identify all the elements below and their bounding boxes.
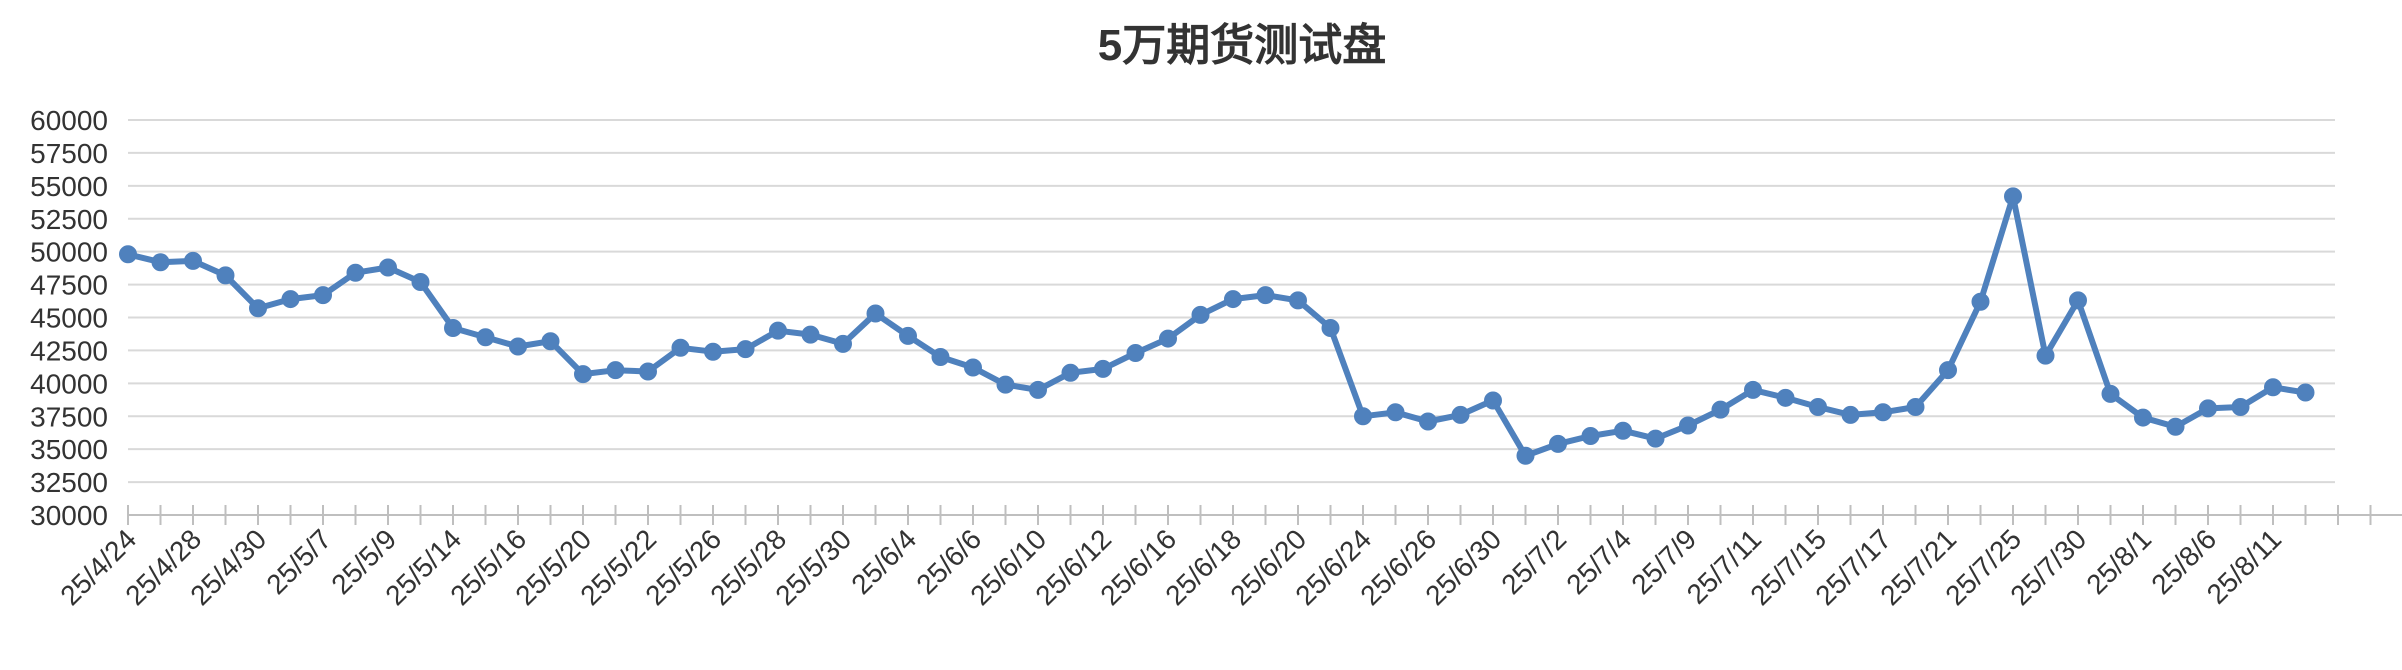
data-point: [866, 304, 885, 323]
data-point: [769, 321, 787, 340]
data-point: [1029, 380, 1047, 399]
data-point: [476, 328, 495, 347]
data-point: [2264, 378, 2282, 397]
data-point: [996, 375, 1015, 394]
data-point: [314, 286, 332, 305]
data-point: [1711, 400, 1730, 419]
x-tick-label: 25/5/7: [260, 523, 337, 600]
data-point: [1939, 361, 1957, 380]
data-point: [2004, 187, 2022, 206]
x-tick-label: 25/6/4: [845, 523, 922, 600]
data-point: [2036, 346, 2055, 365]
data-point: [1841, 405, 1860, 424]
y-tick-label: 60000: [30, 105, 108, 136]
data-point: [1289, 291, 1307, 310]
axes: [127, 505, 2402, 525]
y-tick-label: 40000: [30, 368, 108, 399]
data-point: [639, 362, 657, 381]
y-tick-label: 32500: [30, 467, 108, 498]
data-point: [1256, 286, 1275, 305]
data-point: [1386, 403, 1405, 422]
data-point: [1159, 329, 1177, 348]
data-point: [1451, 405, 1470, 424]
data-point: [1874, 403, 1892, 422]
y-tick-label: 50000: [30, 237, 108, 268]
grid-lines: [128, 119, 2335, 484]
data-point: [249, 299, 267, 318]
x-axis-tick-labels: 25/4/2425/4/2825/4/3025/5/725/5/925/5/14…: [54, 523, 2287, 611]
y-tick-label: 35000: [30, 434, 108, 465]
data-point: [931, 348, 950, 366]
chart-title: 5万期货测试盘: [1098, 21, 1386, 70]
y-tick-label: 42500: [30, 335, 108, 366]
data-point: [1061, 363, 1080, 382]
y-tick-label: 57500: [30, 138, 108, 169]
y-tick-label: 47500: [30, 270, 108, 301]
data-point: [2199, 399, 2217, 418]
data-point: [1354, 407, 1372, 426]
data-point: [1906, 398, 1925, 417]
data-point: [411, 272, 430, 291]
data-point: [1971, 292, 1990, 311]
x-tick-label: 25/7/2: [1495, 523, 1572, 600]
data-point: [1224, 290, 1242, 309]
data-point: [606, 361, 625, 380]
data-point: [184, 251, 202, 270]
data-point: [2166, 417, 2185, 436]
data-point: [964, 358, 982, 377]
y-tick-label: 37500: [30, 401, 108, 432]
y-tick-label: 45000: [30, 303, 108, 334]
data-point: [2069, 291, 2087, 310]
data-point: [1484, 391, 1502, 410]
data-point: [444, 319, 462, 338]
x-tick-label: 25/8/1: [2080, 523, 2157, 600]
data-point: [2101, 384, 2120, 403]
data-point: [281, 290, 300, 309]
data-series: [119, 187, 2315, 465]
data-point: [704, 342, 722, 361]
data-point: [1646, 429, 1665, 448]
data-point: [1581, 427, 1600, 445]
data-point: [2231, 398, 2250, 417]
y-tick-label: 52500: [30, 204, 108, 235]
data-point: [1549, 434, 1567, 453]
data-point: [736, 340, 755, 359]
data-point: [151, 253, 170, 272]
data-point: [346, 263, 365, 282]
data-point: [119, 245, 137, 264]
data-point: [509, 337, 527, 356]
data-point: [1744, 380, 1762, 399]
data-point: [574, 365, 592, 384]
data-point: [2296, 383, 2315, 402]
y-tick-label: 55000: [30, 171, 108, 202]
x-tick-label: 25/7/4: [1560, 523, 1637, 600]
data-point: [1614, 421, 1632, 440]
data-point: [541, 332, 560, 351]
data-point: [216, 266, 235, 285]
data-point: [1776, 388, 1795, 407]
data-point: [2134, 408, 2152, 427]
data-point: [1126, 344, 1145, 363]
data-point: [1094, 359, 1112, 378]
data-point: [379, 258, 397, 277]
data-point: [1419, 412, 1437, 431]
data-point: [1516, 446, 1535, 465]
y-axis-tick-labels: 3000032500350003750040000425004500047500…: [30, 105, 108, 531]
data-point: [801, 325, 820, 344]
data-point: [1809, 398, 1827, 417]
data-point: [834, 334, 852, 353]
y-tick-label: 30000: [30, 500, 108, 531]
data-point: [671, 338, 690, 357]
data-point: [1191, 305, 1210, 324]
data-point: [1321, 319, 1340, 338]
x-tick-label: 25/8/11: [2201, 523, 2288, 610]
data-point: [1679, 416, 1697, 435]
data-point: [899, 326, 917, 345]
